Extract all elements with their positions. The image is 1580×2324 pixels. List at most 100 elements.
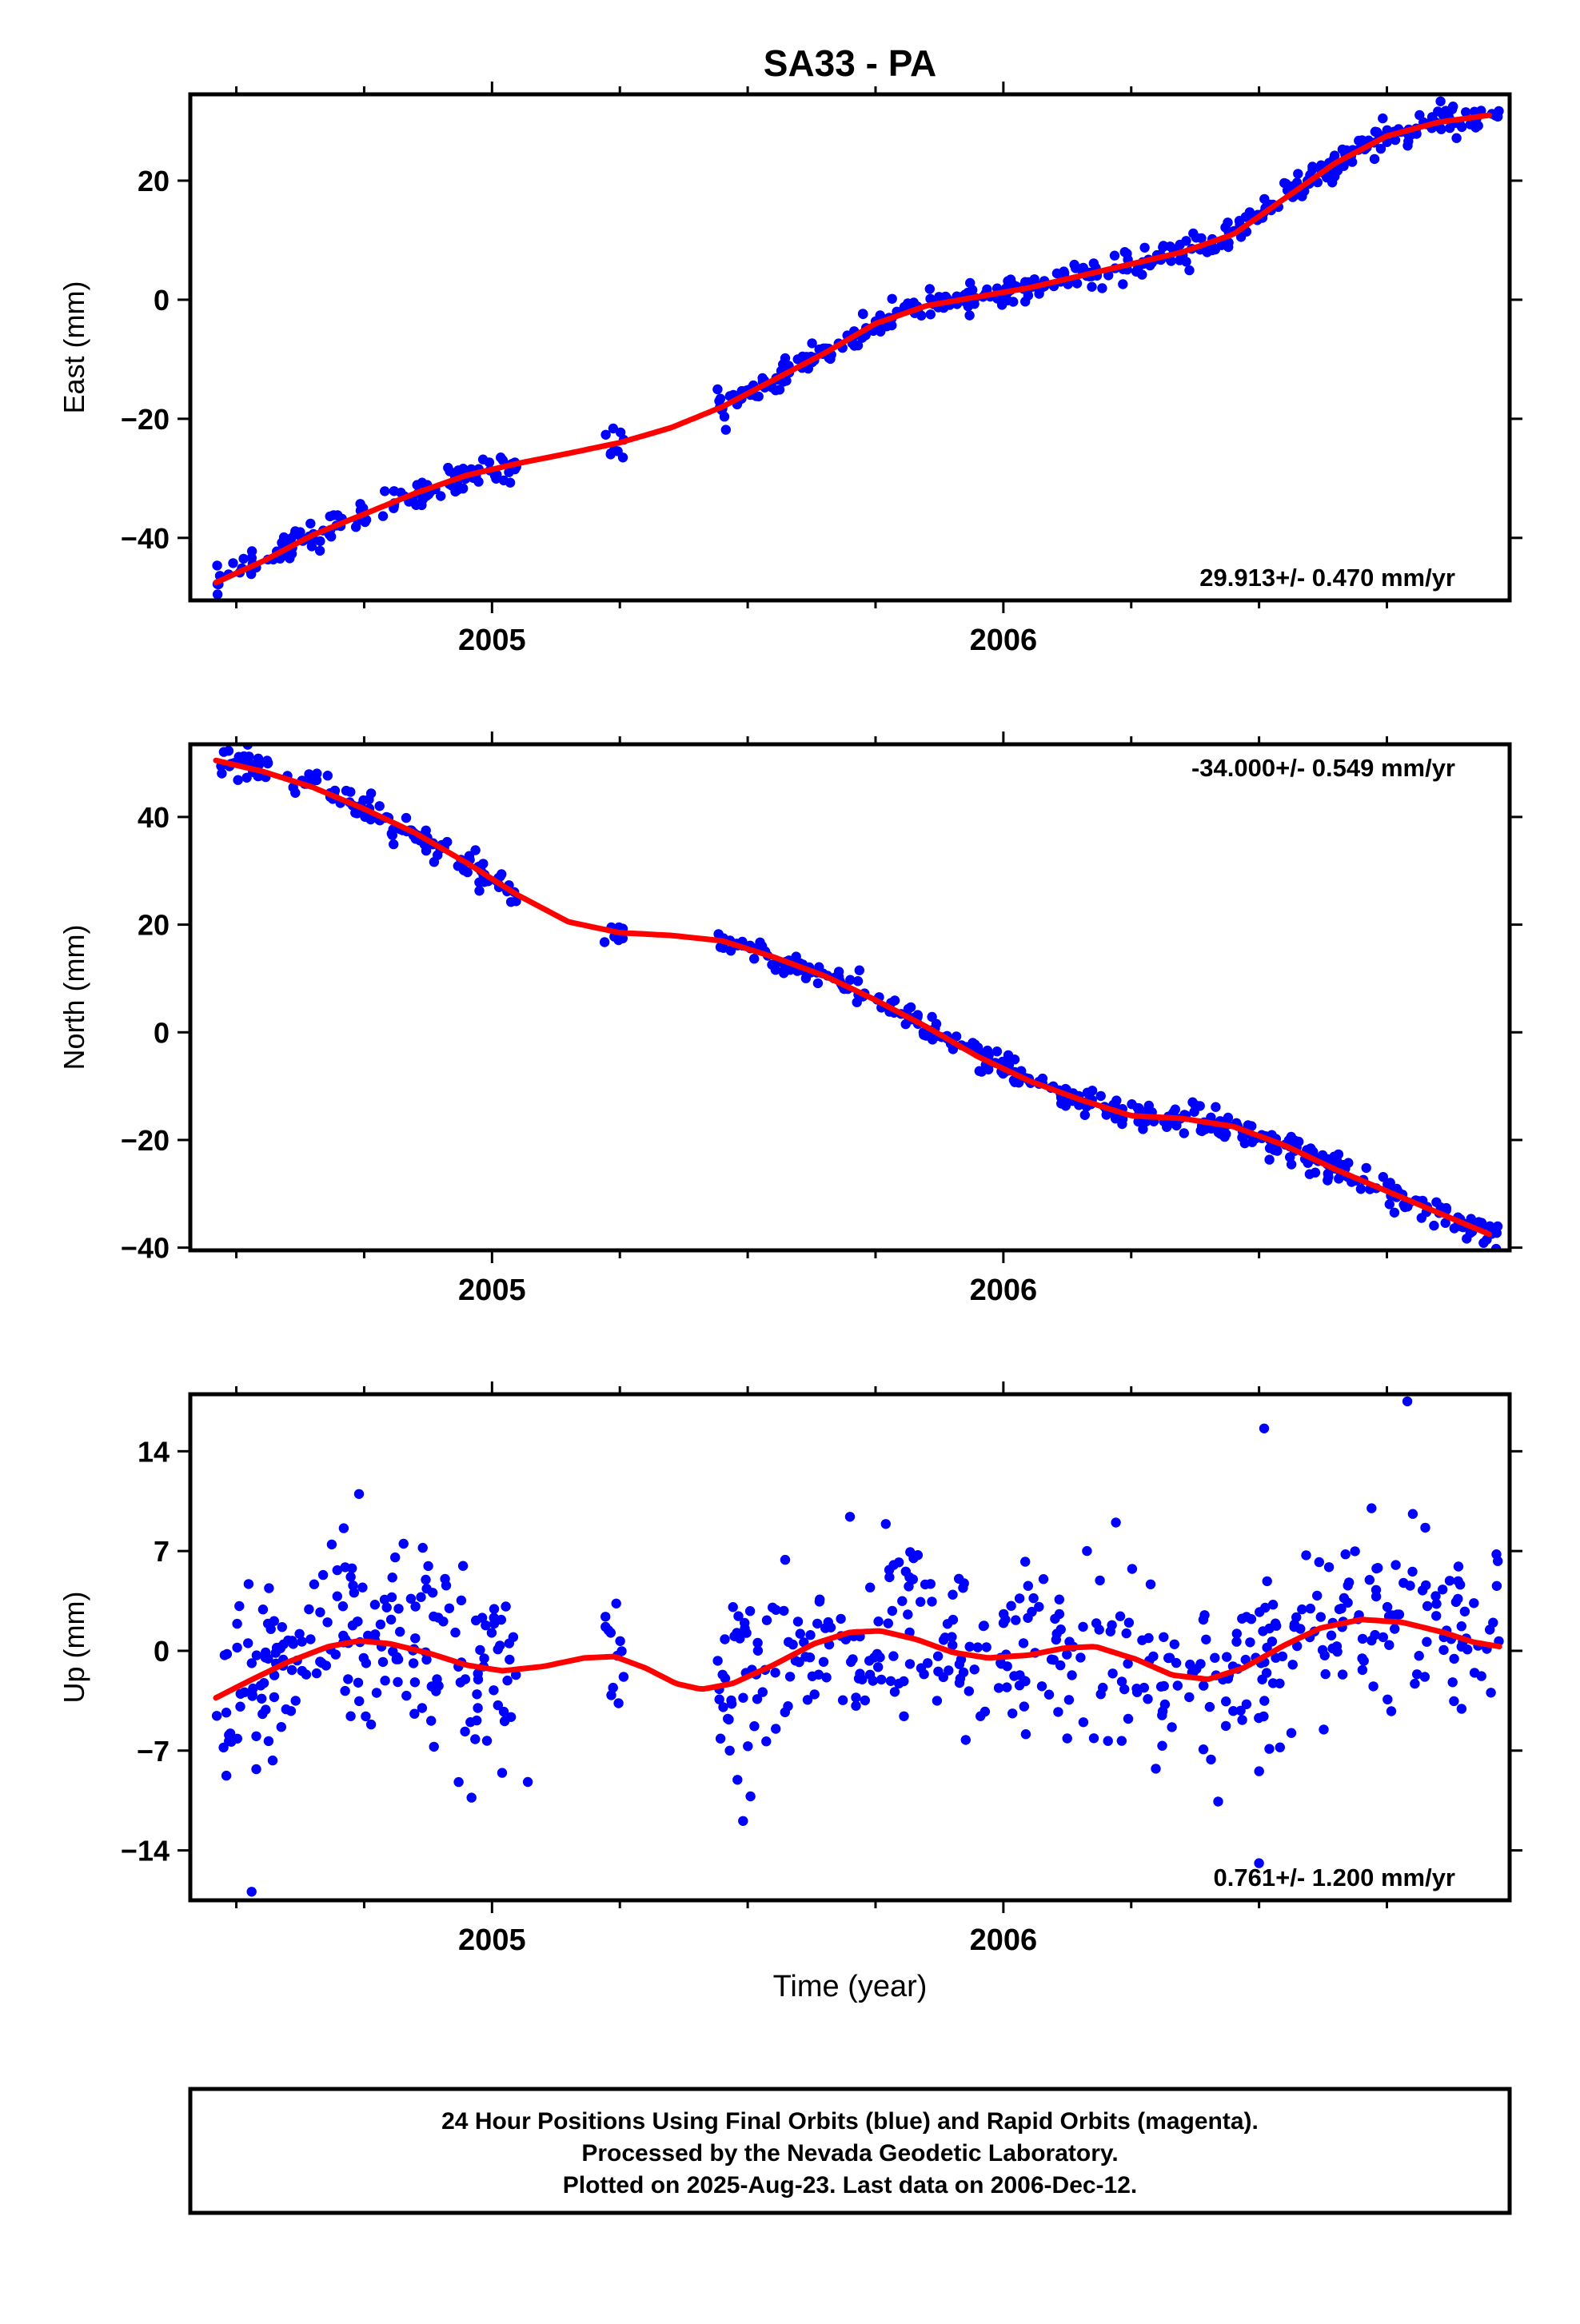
data-point bbox=[600, 1621, 611, 1632]
y-tick-label: 0 bbox=[154, 1016, 170, 1049]
data-point bbox=[453, 1776, 464, 1788]
data-point bbox=[1115, 1611, 1126, 1621]
data-point-outlier bbox=[353, 1489, 365, 1500]
data-point bbox=[1231, 1628, 1243, 1639]
data-point bbox=[740, 1617, 750, 1628]
data-point bbox=[1422, 1636, 1432, 1647]
data-point bbox=[393, 1604, 404, 1614]
data-point bbox=[387, 1573, 397, 1583]
x-tick-label: 2006 bbox=[970, 624, 1038, 657]
data-point bbox=[251, 1731, 261, 1741]
data-point bbox=[481, 1620, 491, 1631]
data-point bbox=[1187, 1097, 1198, 1107]
data-point bbox=[212, 589, 223, 600]
y-axis-label: North (mm) bbox=[58, 925, 90, 1070]
data-point bbox=[991, 1046, 1003, 1057]
data-point bbox=[1010, 1077, 1020, 1087]
data-point bbox=[1107, 1620, 1117, 1631]
data-point bbox=[1433, 106, 1443, 117]
data-point bbox=[1079, 1110, 1091, 1121]
data-point bbox=[1199, 1680, 1209, 1691]
data-point bbox=[341, 785, 352, 796]
data-point bbox=[1277, 1651, 1288, 1662]
data-point bbox=[814, 1597, 825, 1607]
y-tick-label: 20 bbox=[138, 909, 170, 942]
data-point bbox=[1127, 1564, 1138, 1574]
data-point bbox=[792, 1616, 804, 1627]
data-point bbox=[364, 794, 374, 805]
data-point-outlier bbox=[1111, 1517, 1121, 1528]
data-point bbox=[502, 1675, 513, 1686]
data-point bbox=[1169, 1639, 1180, 1649]
data-point bbox=[818, 1656, 829, 1667]
data-point bbox=[1456, 1704, 1467, 1714]
data-point bbox=[260, 1652, 271, 1663]
data-point bbox=[608, 445, 620, 456]
north-panel: −40 −20 0 20 40 2005 2006 North (mm) -34.000+/- … bbox=[58, 731, 1522, 1307]
data-point bbox=[322, 1617, 333, 1628]
data-point bbox=[251, 1764, 261, 1775]
data-point bbox=[1305, 1603, 1316, 1614]
data-point bbox=[1337, 1669, 1348, 1680]
data-point bbox=[854, 965, 865, 975]
data-point bbox=[410, 1601, 421, 1612]
data-point bbox=[1071, 263, 1081, 273]
data-point bbox=[1390, 1560, 1401, 1570]
data-point bbox=[1075, 1652, 1086, 1663]
data-point bbox=[1122, 249, 1132, 259]
y-tick-label: −40 bbox=[121, 1232, 170, 1265]
data-point bbox=[1002, 1682, 1012, 1692]
data-point bbox=[1078, 1717, 1089, 1728]
data-point bbox=[450, 1627, 461, 1638]
data-point bbox=[374, 801, 385, 811]
data-point bbox=[1385, 1178, 1395, 1188]
data-point bbox=[757, 1687, 768, 1697]
data-point bbox=[981, 1642, 991, 1652]
data-point bbox=[294, 1628, 305, 1639]
data-point bbox=[455, 1677, 466, 1688]
data-point bbox=[852, 976, 864, 987]
data-point bbox=[1478, 1238, 1489, 1248]
data-point bbox=[1402, 1202, 1413, 1212]
data-point bbox=[751, 391, 761, 401]
data-point bbox=[470, 1734, 481, 1744]
data-point bbox=[217, 768, 227, 779]
data-point bbox=[267, 1755, 278, 1766]
footer-box bbox=[188, 2087, 1512, 2215]
data-point bbox=[1340, 1549, 1351, 1560]
data-point bbox=[1139, 1682, 1150, 1693]
data-point bbox=[1179, 1128, 1190, 1138]
data-point bbox=[1456, 1621, 1467, 1632]
data-point bbox=[752, 1694, 763, 1704]
data-point bbox=[433, 1680, 444, 1691]
data-point bbox=[924, 284, 936, 294]
data-point bbox=[887, 293, 897, 304]
data-point bbox=[357, 1582, 368, 1593]
data-point bbox=[1157, 1706, 1168, 1716]
data-point bbox=[1240, 1654, 1251, 1665]
data-point bbox=[239, 1687, 249, 1697]
data-point bbox=[1292, 1137, 1303, 1147]
data-point bbox=[1011, 1615, 1021, 1625]
data-point bbox=[1118, 279, 1128, 289]
data-point bbox=[714, 1694, 724, 1704]
data-point bbox=[440, 1573, 450, 1585]
data-point bbox=[851, 1700, 861, 1711]
data-point bbox=[409, 1677, 421, 1688]
y-axis-label: East (mm) bbox=[58, 281, 90, 414]
data-point bbox=[322, 771, 333, 781]
data-point bbox=[489, 1618, 500, 1629]
data-point bbox=[1317, 1150, 1328, 1161]
data-point bbox=[1414, 1651, 1424, 1661]
data-point bbox=[743, 1741, 753, 1752]
data-point bbox=[1339, 1593, 1350, 1604]
data-point bbox=[465, 1717, 476, 1728]
data-point bbox=[1169, 1118, 1180, 1129]
data-point bbox=[964, 1686, 975, 1696]
data-point bbox=[1198, 1744, 1209, 1755]
data-point bbox=[1441, 1202, 1452, 1214]
data-point bbox=[1438, 1644, 1449, 1656]
data-point bbox=[1175, 255, 1185, 265]
data-point bbox=[942, 1619, 953, 1629]
data-point bbox=[211, 1711, 222, 1721]
